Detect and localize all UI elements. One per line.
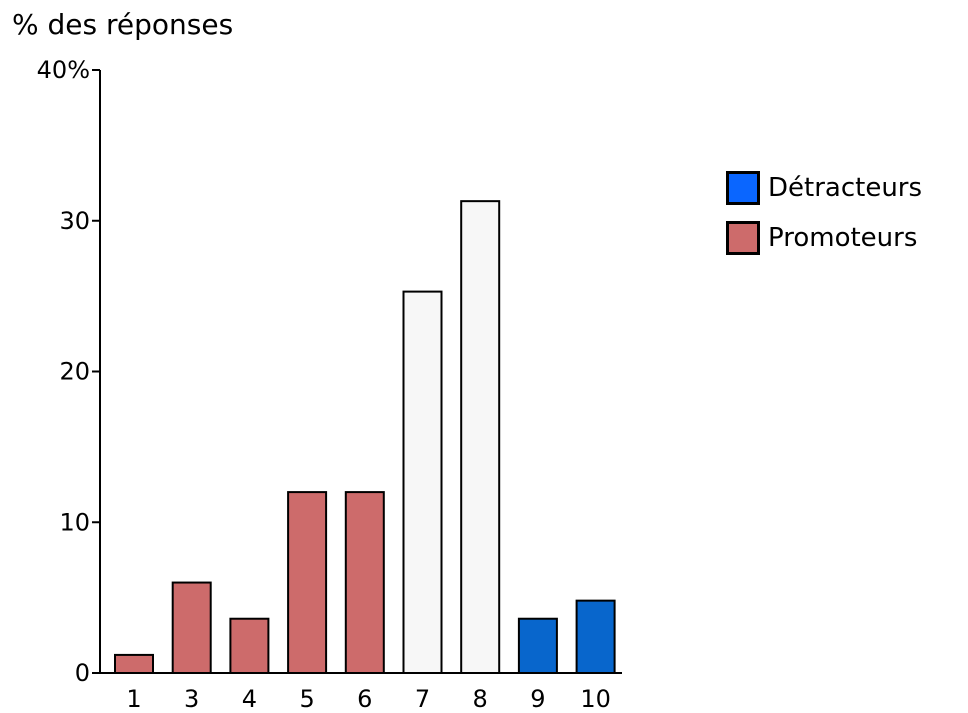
bar-8 <box>460 200 501 674</box>
y-tick-label: 0 <box>75 659 90 687</box>
bar-7 <box>402 290 443 674</box>
x-tick-label: 5 <box>299 685 314 713</box>
x-tick-label: 4 <box>242 685 257 713</box>
legend-swatch-detracteurs <box>726 171 760 205</box>
legend: Détracteurs Promoteurs <box>726 170 922 270</box>
x-tick-label: 8 <box>473 685 488 713</box>
y-tick-label: 40% <box>37 56 90 84</box>
bar-9 <box>517 617 558 674</box>
legend-item-detracteurs: Détracteurs <box>726 170 922 206</box>
x-tick-label: 1 <box>126 685 141 713</box>
bar-3 <box>171 581 212 674</box>
bar-6 <box>344 491 385 674</box>
y-axis-title: % des réponses <box>12 8 234 41</box>
legend-label-promoteurs: Promoteurs <box>768 223 918 253</box>
y-tick-label: 20 <box>59 358 90 386</box>
bar-10 <box>575 599 616 675</box>
bar-4 <box>229 617 270 674</box>
legend-swatch-promoteurs <box>726 221 760 255</box>
x-tick-label: 3 <box>184 685 199 713</box>
x-tick-label: 10 <box>580 685 611 713</box>
legend-item-promoteurs: Promoteurs <box>726 220 922 256</box>
bar-1 <box>114 653 154 674</box>
y-tick-label: 10 <box>59 508 90 536</box>
x-tick-label: 6 <box>357 685 372 713</box>
x-tick-label: 7 <box>415 685 430 713</box>
legend-label-detracteurs: Détracteurs <box>768 173 923 203</box>
y-tick-label: 30 <box>59 207 90 235</box>
x-tick-label: 9 <box>530 685 545 713</box>
bar-5 <box>287 491 328 674</box>
